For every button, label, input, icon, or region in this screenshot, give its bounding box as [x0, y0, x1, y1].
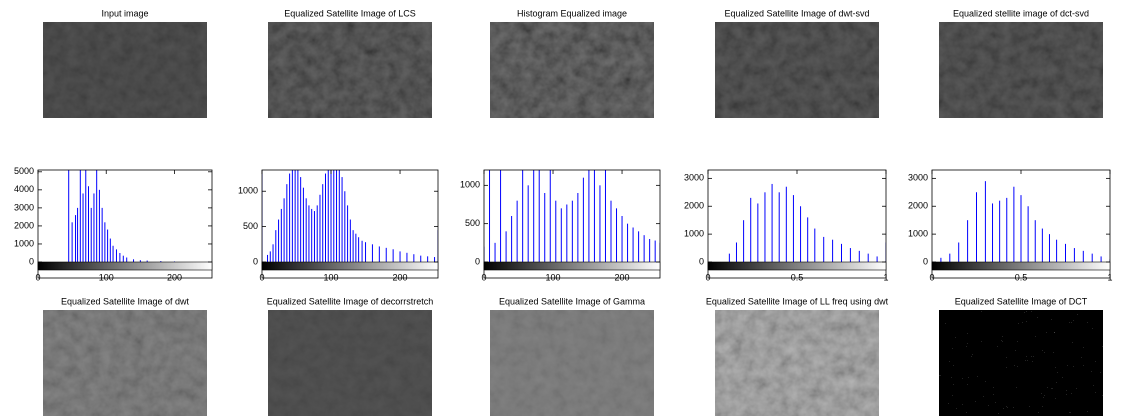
image-texture [43, 310, 207, 416]
y-tick-label: 2000 [14, 220, 34, 230]
y-tick-label: 2000 [908, 201, 928, 211]
histogram: 0 1000 2000 3000 4000 5000 0 100 200 [14, 166, 213, 282]
y-tick-label: 0 [475, 256, 480, 266]
y-tick-label: 1000 [238, 186, 258, 196]
image-texture [939, 22, 1103, 118]
y-tick-label: 5000 [14, 166, 34, 176]
y-tick-label: 0 [699, 256, 704, 266]
x-tick-label: 200 [615, 272, 630, 282]
y-tick-label: 3000 [684, 173, 704, 183]
image-title: Histogram Equalized image [517, 8, 627, 18]
x-tick-label: 0.5 [791, 272, 804, 282]
colorbar [261, 261, 439, 271]
y-tick-label: 1000 [908, 228, 928, 238]
image-title: Equalized Satellite Image of dwt [61, 296, 190, 306]
image-title: Equalized Satellite Image of LL freq usi… [706, 296, 889, 306]
x-tick-label: 100 [324, 272, 339, 282]
image-title: Input image [101, 8, 148, 18]
y-tick-label: 1000 [460, 180, 480, 190]
x-tick-label: 200 [393, 272, 408, 282]
image-title: Equalized Satellite Image of DCT [955, 296, 1088, 306]
image-title: Equalized Satellite Image of dwt-svd [724, 8, 869, 18]
y-tick-label: 1000 [684, 228, 704, 238]
colorbar [483, 261, 661, 271]
plot-area [68, 170, 210, 262]
image-texture [268, 22, 432, 118]
plot-area [728, 183, 886, 262]
x-tick-label: 0 [259, 272, 264, 282]
x-tick-label: 0 [705, 272, 710, 282]
histogram: 0 1000 2000 3000 0 0.5 1 [684, 169, 889, 282]
y-tick-label: 0 [923, 256, 928, 266]
image-texture [43, 22, 207, 118]
y-tick-label: 4000 [14, 184, 34, 194]
axes-box [261, 169, 439, 279]
x-tick-label: 0 [929, 272, 934, 282]
y-tick-label: 3000 [14, 202, 34, 212]
x-tick-label: 100 [546, 272, 561, 282]
image-texture [490, 22, 654, 118]
image-texture [268, 310, 432, 416]
image-title: Equalized Satellite Image of LCS [284, 8, 416, 18]
x-tick-label: 0.5 [1015, 272, 1028, 282]
y-tick-label: 1000 [14, 238, 34, 248]
colorbar [931, 261, 1111, 271]
histogram: 0 1000 2000 3000 0 0.5 1 [908, 169, 1113, 282]
x-tick-label: 100 [99, 272, 114, 282]
x-tick-label: 1 [883, 272, 888, 282]
colorbar [37, 261, 213, 271]
plot-area [484, 170, 660, 262]
axes-box [37, 169, 213, 279]
plot-area [940, 181, 1110, 262]
image-texture [715, 310, 879, 416]
image-texture [715, 22, 879, 118]
image-title: Equalized Satellite Image of Gamma [499, 296, 645, 306]
image-title: Equalized stellite image of dct-svd [953, 8, 1089, 18]
image-title: Equalized Satellite Image of decorrstret… [267, 296, 434, 306]
image-texture [490, 310, 654, 416]
y-tick-label: 500 [243, 221, 258, 231]
y-tick-label: 0 [253, 256, 258, 266]
colorbar [707, 261, 887, 271]
histogram: 0 500 1000 0 100 200 [238, 169, 439, 282]
x-tick-label: 200 [167, 272, 182, 282]
x-tick-label: 0 [35, 272, 40, 282]
y-tick-label: 2000 [684, 201, 704, 211]
x-tick-label: 1 [1107, 272, 1112, 282]
x-tick-label: 0 [481, 272, 486, 282]
image-texture [939, 310, 1103, 416]
y-tick-label: 0 [29, 256, 34, 266]
plot-area [262, 170, 438, 262]
y-tick-label: 3000 [908, 173, 928, 183]
y-tick-label: 500 [465, 218, 480, 228]
histogram: 0 500 1000 0 100 200 [460, 169, 661, 282]
